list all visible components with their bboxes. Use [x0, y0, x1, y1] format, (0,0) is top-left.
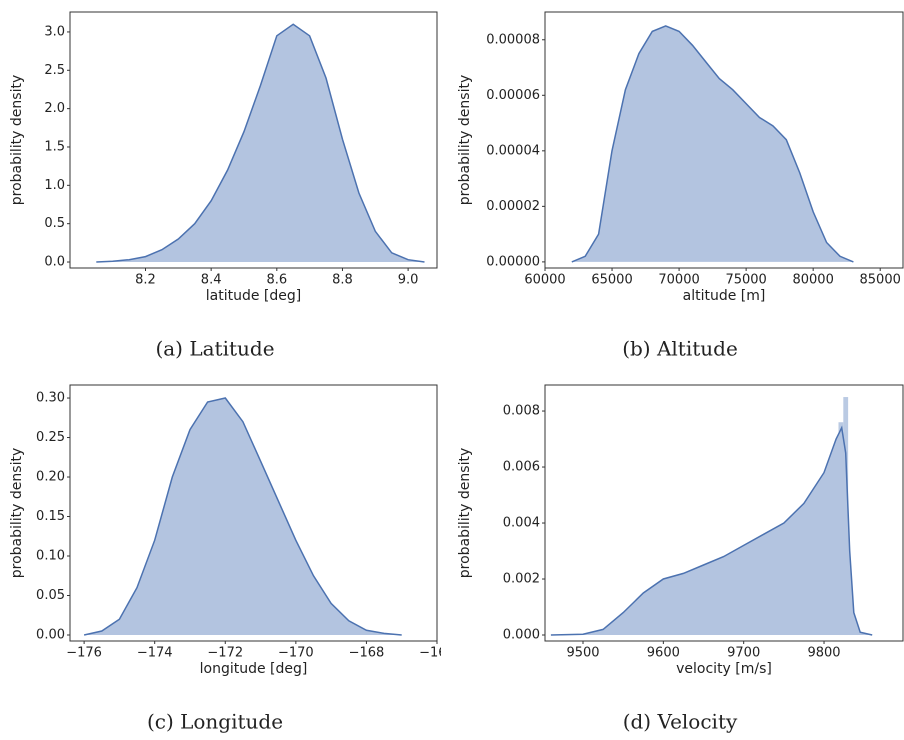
x-tick-label: −168: [349, 646, 385, 661]
y-tick-label: 0.000: [503, 628, 540, 643]
y-tick-label: 0.004: [503, 516, 540, 531]
y-tick-label: 2.5: [44, 63, 65, 78]
x-tick-label: 70000: [658, 273, 699, 288]
x-tick-label: 9800: [807, 646, 840, 661]
caption: (a) Latitude: [155, 337, 274, 361]
density-area: [571, 25, 854, 262]
x-tick-label: 9500: [566, 646, 599, 661]
y-tick-label: 0.20: [36, 470, 65, 485]
panel: 0.00 0.05 0.10 0.15 0.20 0.25 0.30 −176 −174 −172…: [9, 384, 455, 734]
axes-frame: [544, 11, 904, 269]
axes-frame: [69, 11, 438, 269]
y-tick-label: 0.5: [44, 216, 65, 231]
y-tick-label: 0.10: [36, 549, 65, 564]
y-tick-label: 3.0: [44, 24, 65, 39]
y-tick-label: 0.00008: [486, 32, 540, 47]
panel: 0.0 0.5 1.0 1.5 2.0 2.5 3.0 8.2 8.4 8.6 8.8 9.0 lati…: [9, 11, 438, 361]
y-tick-label: 0.30: [36, 391, 65, 406]
density-line: [571, 25, 854, 263]
x-axis-label: longitude [deg]: [200, 661, 308, 677]
y-tick-label: 0.0: [44, 255, 65, 270]
x-tick-label: 8.4: [201, 273, 222, 288]
density-area: [96, 24, 425, 263]
x-tick-label: −176: [66, 646, 102, 661]
y-tick-label: 0.00006: [486, 88, 540, 103]
y-axis-label: probability density: [457, 75, 473, 205]
y-axis-label: probability density: [9, 75, 25, 205]
x-tick-label: −170: [278, 646, 314, 661]
axes-frame: [544, 384, 904, 642]
x-tick-label: 8.8: [332, 273, 353, 288]
panel: 0.000 0.002 0.004 0.006 0.008 9500 9600 9700 980…: [457, 384, 904, 734]
panel: 0.00000 0.00002 0.00004 0.00006 0.00008 60000…: [457, 11, 904, 361]
y-tick-label: 2.0: [44, 101, 65, 116]
density-area: [550, 427, 873, 636]
x-tick-label: 85000: [860, 273, 901, 288]
y-axis-label: probability density: [457, 448, 473, 578]
caption: (b) Altitude: [622, 337, 738, 361]
x-tick-label: 8.6: [266, 273, 287, 288]
x-axis-label: velocity [m/s]: [676, 661, 772, 677]
y-tick-label: 0.00: [36, 627, 65, 642]
density-line: [96, 23, 425, 263]
y-tick-label: 0.25: [36, 430, 65, 445]
y-tick-label: 0.00000: [486, 254, 540, 269]
x-tick-label: 65000: [591, 273, 632, 288]
y-tick-label: 1.5: [44, 139, 65, 154]
density-line: [550, 425, 873, 636]
x-tick-label: −172: [207, 646, 243, 661]
caption: (d) Velocity: [623, 710, 738, 734]
density-line: [83, 397, 402, 636]
y-tick-label: 0.00002: [486, 199, 540, 214]
x-tick-label: 75000: [725, 273, 766, 288]
x-tick-label: 8.2: [135, 273, 156, 288]
caption: (c) Longitude: [147, 710, 283, 734]
y-tick-label: 0.05: [36, 588, 65, 603]
axes-frame: [69, 384, 438, 642]
x-tick-label: 80000: [792, 273, 833, 288]
y-axis-label: probability density: [9, 448, 25, 578]
x-tick-label: 9.0: [398, 273, 419, 288]
y-tick-label: 0.008: [503, 404, 540, 419]
density-area: [84, 398, 402, 635]
x-axis-label: altitude [m]: [683, 288, 766, 304]
y-tick-label: 1.0: [44, 178, 65, 193]
y-tick-label: 0.15: [36, 509, 65, 524]
y-tick-label: 0.00004: [486, 143, 540, 158]
x-tick-label: −174: [137, 646, 173, 661]
x-tick-label: 60000: [524, 273, 565, 288]
y-tick-label: 0.006: [503, 460, 540, 475]
x-axis-label: latitude [deg]: [206, 288, 301, 304]
y-tick-label: 0.002: [503, 572, 540, 587]
x-tick-label: −166: [419, 646, 455, 661]
x-tick-label: 9700: [727, 646, 760, 661]
x-tick-label: 9600: [647, 646, 680, 661]
